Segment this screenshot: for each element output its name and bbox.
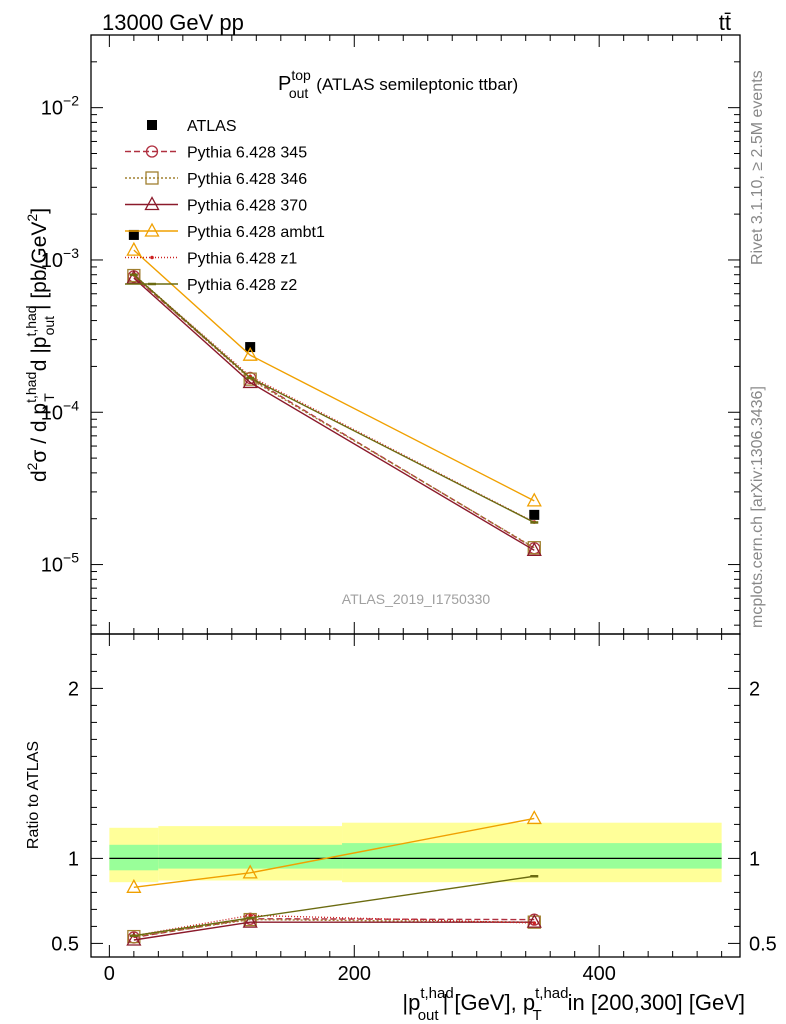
x-axis-label: |pt,had out| [GeV], pt,had Tin [200,300] [… [402, 985, 745, 1024]
point-pythia-6-428-346 [127, 268, 141, 283]
legend: ATLAS Pythia 6.428 345 Pythia 6.428 346 Pyt… [125, 118, 325, 294]
plot-axes: 10−5 10−4 10−3 10−2 0 200 400 0.5 0.5 1 1 2 2 [41, 34, 777, 985]
stat-uncertainty-band [342, 843, 722, 869]
legend-marker-atlas [147, 120, 157, 130]
header-process: tt̄ [719, 10, 731, 35]
ratio-y-tick-label-left: 1 [68, 848, 79, 870]
header-energy: 13000 GeV pp [102, 10, 244, 35]
point-pythia-6-428-370 [526, 541, 542, 556]
rivet-version-label: Rivet 3.1.10, ≥ 2.5M events [749, 70, 766, 265]
legend-label-atlas: ATLAS [187, 118, 237, 135]
series-line-pythia-6-428-ambt1 [133, 249, 535, 502]
mcplots-label: mcplots.cern.ch [arXiv:1306.3436] [749, 386, 766, 628]
ratio-line-pythia-6-428-370 [133, 921, 535, 941]
ratio-y-tick-label-right: 1 [749, 848, 760, 870]
legend-label-pythia-6-428-ambt1: Pythia 6.428 ambt1 [187, 224, 325, 241]
ratio-plot-frame [90, 633, 741, 958]
ratio-y-tick-label-left: 0.5 [51, 933, 79, 955]
legend-label-pythia-6-428-346: Pythia 6.428 346 [187, 171, 307, 188]
x-tick-label: 200 [338, 963, 371, 985]
ratio-line-pythia-6-428-z1 [133, 914, 535, 937]
legend-label-pythia-6-428-z2: Pythia 6.428 z2 [187, 277, 297, 294]
stat-uncertainty-band [109, 844, 159, 871]
legend-label-pythia-6-428-z1: Pythia 6.428 z1 [187, 251, 297, 268]
ratio-point-pythia-6-428-ambt1 [242, 864, 258, 879]
ratio-line-pythia-6-428-z2 [133, 875, 535, 937]
legend-marker-pythia-6-428-z1 [150, 255, 154, 260]
series-line-pythia-6-428-370 [133, 277, 535, 551]
ratio-point-pythia-6-428-370 [242, 913, 258, 928]
ratio-point-pythia-6-428-ambt1 [526, 810, 542, 825]
ratio-uncertainty-bands [109, 822, 722, 883]
legend-marker-pythia-6-428-370 [144, 196, 160, 211]
point-pythia-6-428-ambt1 [526, 492, 542, 507]
stat-uncertainty-band [158, 844, 343, 869]
series-line-pythia-6-428-346 [133, 275, 535, 549]
point-pythia-6-428-346 [243, 372, 257, 386]
x-tick-label: 400 [582, 963, 615, 985]
ratio-y-axis-label: Ratio to ATLAS [25, 741, 42, 849]
legend-label-pythia-6-428-345: Pythia 6.428 345 [187, 145, 307, 162]
plot-title: Ptop out (ATLAS semileptonic ttbar) [278, 67, 518, 101]
point-pythia-6-428-ambt1 [126, 241, 142, 256]
ratio-point-pythia-6-428-370 [526, 913, 542, 928]
legend-label-pythia-6-428-370: Pythia 6.428 370 [187, 198, 307, 215]
ratio-point-pythia-6-428-346 [127, 929, 141, 944]
ratio-point-pythia-6-428-370 [126, 931, 142, 946]
point-pythia-6-428-346 [527, 541, 541, 555]
main-y-tick-label: 10−4 [41, 397, 79, 424]
legend-marker-pythia-6-428-345 [145, 145, 159, 158]
ratio-y-tick-label-right: 2 [749, 678, 760, 700]
ratio-y-tick-label-right: 0.5 [749, 933, 777, 955]
series-line-pythia-6-428-345 [133, 275, 535, 549]
main-y-tick-label: 10−5 [41, 550, 79, 577]
main-y-tick-label: 10−2 [41, 93, 79, 120]
main-y-axis-label: d2σ / d pt,had Td |pt,had out| [pb/GeV2] [23, 208, 57, 482]
ratio-line-pythia-6-428-ambt1 [133, 817, 535, 888]
ratio-point-pythia-6-428-z1 [532, 921, 537, 925]
legend-marker-pythia-6-428-346 [145, 171, 159, 185]
ratio-point-pythia-6-428-z1 [248, 913, 252, 918]
point-pythia-6-428-370 [242, 374, 258, 389]
point-pythia-6-428-ambt1 [242, 346, 258, 361]
point-atlas [128, 229, 139, 240]
analysis-watermark: ATLAS_2019_I1750330 [342, 591, 491, 607]
ratio-y-tick-label-left: 2 [68, 678, 79, 700]
main-y-tick-label: 10−3 [41, 245, 79, 272]
main-plot-series [126, 229, 542, 556]
legend-marker-pythia-6-428-ambt1 [144, 222, 160, 237]
ratio-point-pythia-6-428-ambt1 [126, 878, 142, 893]
x-tick-label: 0 [104, 963, 115, 985]
ratio-line-pythia-6-428-346 [133, 918, 535, 938]
ratio-plot-series [126, 810, 542, 946]
point-atlas [529, 509, 540, 520]
